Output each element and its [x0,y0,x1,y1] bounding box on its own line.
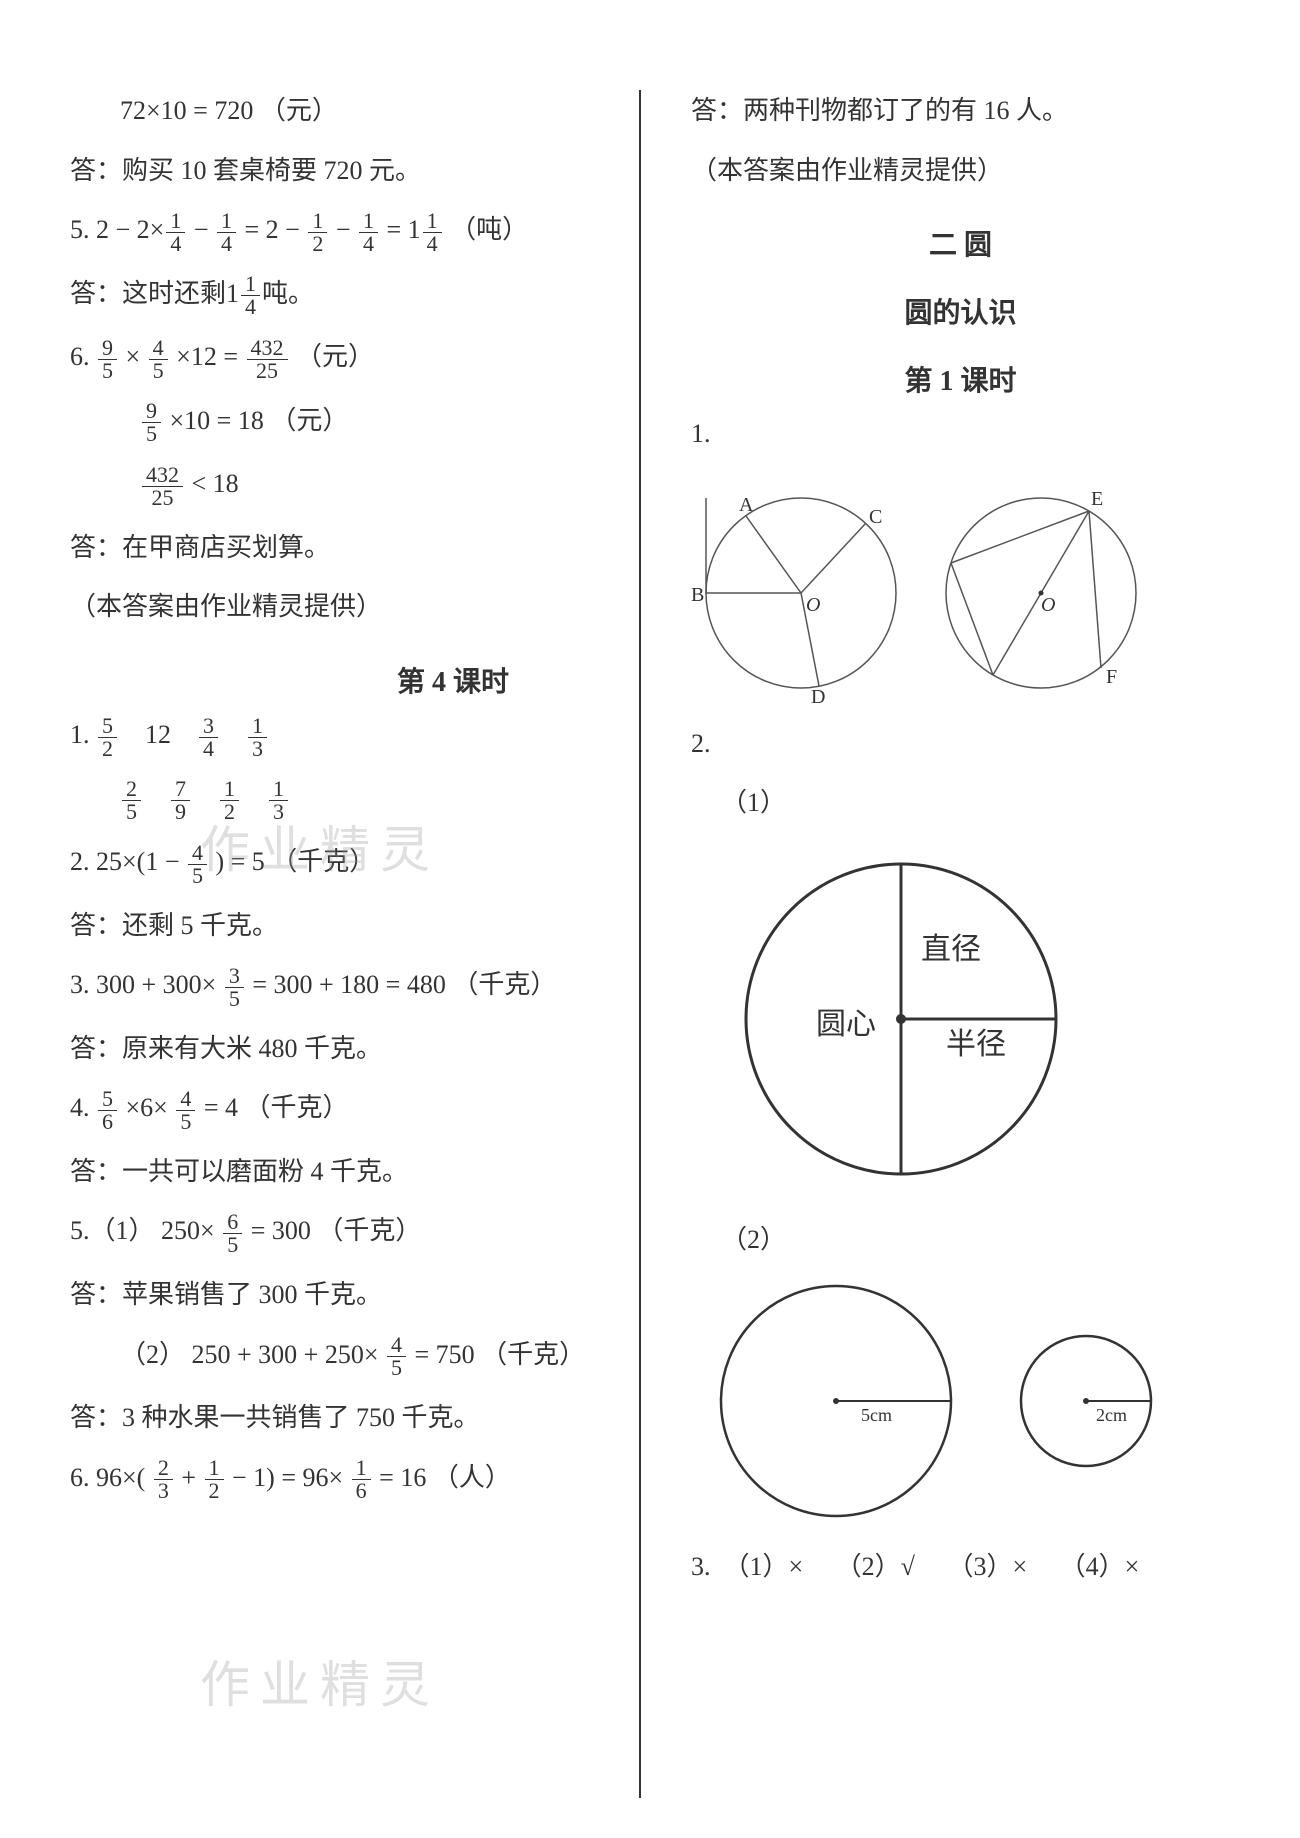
label-2cm: 2cm [1096,1405,1127,1425]
p5-1: 5.（1） 250× 65 = 300 （千克） [70,1210,609,1256]
circle-parts-svg: 直径 圆心 半径 [721,839,1081,1199]
q5-num: 5. [70,215,90,244]
rq1: 1. [691,413,1230,455]
note-2: （本答案由作业精灵提供） [691,150,1230,192]
note-1: （本答案由作业精灵提供） [70,586,609,628]
rq2: 2. [691,723,1230,765]
diagram-1: A C B D O E F O [691,483,1230,703]
svg-text:E: E [1091,488,1103,510]
q6-l1: 6. 95 × 45 ×12 = 43225 （元） [70,336,609,382]
q5: 5. 2 − 2×14 − 14 = 2 − 12 − 14 = 114 （吨） [70,209,609,255]
p1-row1: 1. 52 12 34 13 [70,714,609,760]
p2-num: 2. [70,847,90,876]
diagram-2-1: 直径 圆心 半径 [721,839,1230,1199]
rq3: 3. （1）× （2）√ （3）× （4）× [691,1546,1230,1588]
q3-item-3: （3）× [947,1552,1027,1581]
rq3-num: 3. [691,1552,711,1581]
label-center: 圆心 [816,1008,876,1041]
heading-lesson-4: 第 4 课时 [70,660,609,700]
left-column: 72×10 = 720 （元） 答：购买 10 套桌椅要 720 元。 5. 2… [70,90,641,1798]
label-radius: 半径 [946,1028,1006,1061]
p6-num: 6. [70,1463,90,1492]
q3-item-1: （1）× [724,1552,804,1581]
q3-item-4: （4）× [1060,1552,1140,1581]
p5-2-num: （2） [120,1340,185,1369]
rq2-1: （1） [721,782,1230,819]
q6-num: 6. [70,342,90,371]
answer-6: 答：在甲商店买划算。 [70,527,609,569]
q6-l2: 95 ×10 = 18 （元） [70,400,609,446]
label-diameter: 直径 [921,933,981,966]
svg-text:D: D [811,686,825,703]
two-circles-svg: A C B D O E F O [691,483,1151,703]
q3-item-2: （2）√ [836,1552,915,1581]
heading-topic: 圆的认识 [691,291,1230,331]
p3-num: 3. [70,970,90,999]
label-5cm: 5cm [861,1405,892,1425]
p5-num: 5.（1） [70,1216,155,1245]
answer-p5-2: 答：3 种水果一共销售了 750 千克。 [70,1397,609,1439]
svg-text:C: C [869,506,882,528]
svg-text:O: O [1041,594,1055,616]
svg-text:O: O [806,594,820,616]
heading-unit: 二 圆 [691,223,1230,263]
p5-2: （2） 250 + 300 + 250× 45 = 750 （千克） [70,1334,609,1380]
p2: 2. 25×(1 − 45 ) = 5 （千克） [70,841,609,887]
answer-r0: 答：两种刊物都订了的有 16 人。 [691,90,1230,132]
p4: 4. 56 ×6× 45 = 4 （千克） [70,1087,609,1133]
p1-row2: 25 79 12 13 [70,778,609,824]
p3: 3. 300 + 300× 35 = 300 + 180 = 480 （千克） [70,964,609,1010]
p6: 6. 96×( 23 + 12 − 1) = 96× 16 = 16 （人） [70,1457,609,1503]
svg-text:F: F [1106,666,1117,688]
rq2-2: （2） [721,1219,1230,1256]
two-sized-circles-svg: 5cm 2cm [701,1276,1171,1526]
expr: 72×10 = 720 （元） [70,90,609,132]
p1-num: 1. [70,720,90,749]
answer-p3: 答：原来有大米 480 千克。 [70,1028,609,1070]
heading-lesson-1: 第 1 课时 [691,359,1230,399]
svg-text:A: A [739,494,754,516]
diagram-2-2: 5cm 2cm [701,1276,1230,1526]
right-column: 答：两种刊物都订了的有 16 人。 （本答案由作业精灵提供） 二 圆 圆的认识 … [681,90,1230,1798]
svg-text:B: B [691,584,704,606]
answer: 答：购买 10 套桌椅要 720 元。 [70,150,609,192]
p4-num: 4. [70,1093,90,1122]
q6-l3: 43225 < 18 [70,463,609,509]
answer-p5-1: 答：苹果销售了 300 千克。 [70,1274,609,1316]
answer-5: 答：这时还剩114吨。 [70,273,609,319]
answer-p2: 答：还剩 5 千克。 [70,905,609,947]
answer-p4: 答：一共可以磨面粉 4 千克。 [70,1151,609,1193]
